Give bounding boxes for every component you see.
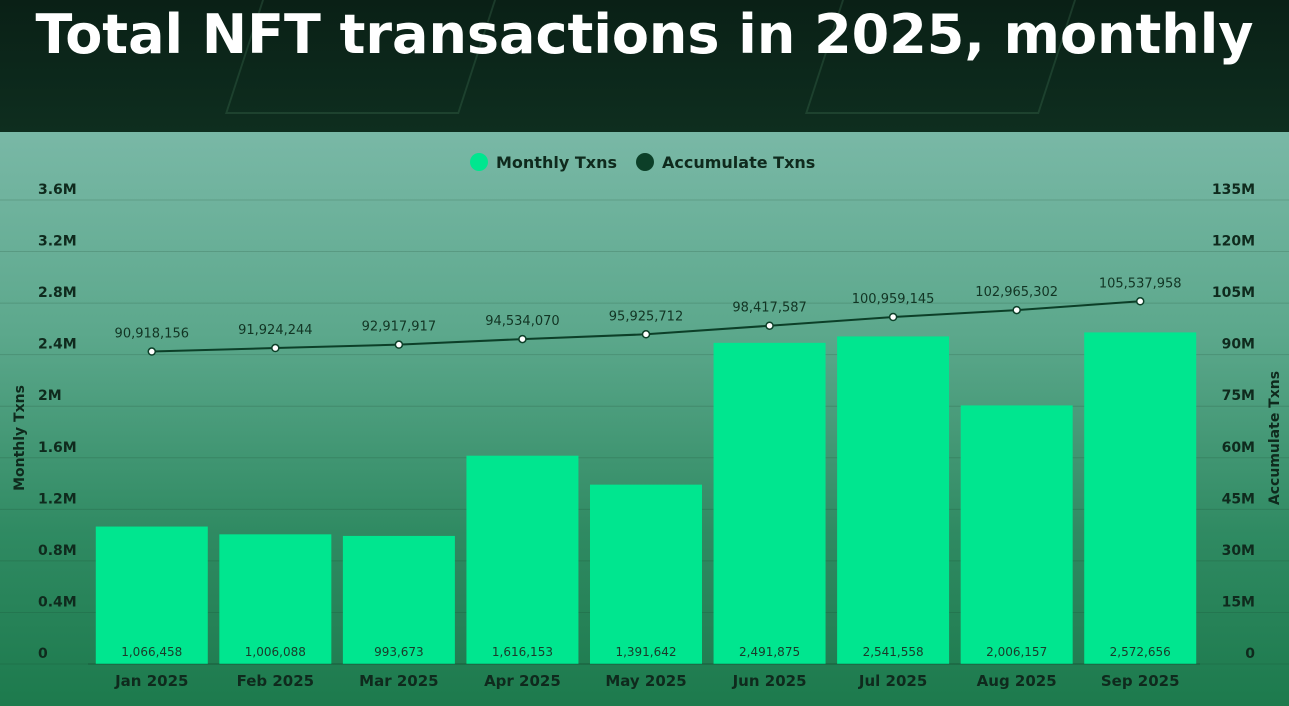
legend-marker-monthly — [470, 153, 488, 171]
line-point — [1135, 297, 1145, 306]
y-tick-right: 60M — [1222, 440, 1255, 456]
y-tick-right: 105M — [1212, 285, 1255, 301]
bar-value-label: 993,673 — [374, 645, 424, 659]
bar — [342, 535, 455, 664]
x-tick-label: Mar 2025 — [359, 672, 438, 690]
y-tick-left: 1.6M — [38, 440, 77, 456]
legend-label-monthly: Monthly Txns — [496, 153, 617, 172]
y-tick-left: 0 — [38, 646, 48, 662]
line-series: 90,918,156 91,924,244 92,917,917 94,534,070… — [115, 276, 1182, 356]
bar — [713, 342, 826, 664]
x-tick-label: Sep 2025 — [1101, 672, 1180, 690]
bar — [219, 534, 332, 664]
line-value-label: 94,534,070 — [485, 314, 559, 329]
y-tick-right: 15M — [1222, 594, 1255, 610]
bar — [466, 455, 579, 664]
y-tick-right: 45M — [1222, 491, 1255, 507]
y-axis-title-left: Monthly Txns — [12, 385, 28, 491]
legend: Monthly Txns Accumulate Txns — [470, 153, 815, 172]
legend-marker-accumulate — [636, 153, 654, 171]
y-tick-right: 135M — [1212, 182, 1255, 198]
axes: 0 0 0.4M 15M 0.8M 30M 1.2M 45M 1.6M 60M 2M 75M 2.4M 9… — [12, 182, 1283, 690]
y-tick-left: 2M — [38, 388, 62, 404]
line-value-label: 100,959,145 — [852, 292, 935, 307]
y-tick-left: 0.4M — [38, 594, 77, 610]
bar — [837, 336, 950, 664]
line-value-label: 102,965,302 — [975, 285, 1058, 300]
bar — [590, 484, 702, 664]
x-tick-label: Feb 2025 — [237, 672, 315, 690]
line-value-label: 90,918,156 — [115, 327, 189, 342]
line-point — [765, 321, 774, 330]
bar-value-label: 2,006,157 — [986, 645, 1047, 659]
line-value-label: 95,925,712 — [609, 309, 683, 324]
x-tick-label: Jun 2025 — [732, 672, 807, 690]
x-tick-label: Apr 2025 — [484, 672, 561, 690]
y-tick-left: 2.4M — [38, 337, 77, 353]
y-tick-left: 2.8M — [38, 285, 77, 301]
bar-value-label: 2,491,875 — [739, 645, 800, 659]
line-point — [1012, 305, 1021, 315]
bar-value-label: 1,616,153 — [492, 645, 553, 659]
y-axis-title-right: Accumulate Txns — [1267, 371, 1283, 505]
bar — [960, 405, 1073, 664]
y-tick-left: 3.6M — [38, 182, 77, 198]
y-tick-right: 30M — [1222, 543, 1255, 559]
y-tick-left: 3.2M — [38, 234, 77, 250]
bar-value-label: 1,006,088 — [245, 645, 306, 659]
y-tick-right: 75M — [1222, 388, 1255, 404]
line-point — [888, 312, 898, 322]
nft-transactions-chart: 1,066,458 1,006,088 993,673 1,616,153 1,391,… — [0, 153, 1289, 690]
x-tick-label: Aug 2025 — [977, 672, 1057, 690]
line-value-label: 98,417,587 — [732, 301, 806, 316]
bar-value-label: 2,572,656 — [1110, 645, 1171, 659]
line-point — [641, 330, 651, 339]
y-tick-left: 1.2M — [38, 491, 77, 507]
page-title: Total NFT transactions in 2025, monthly — [35, 3, 1254, 66]
line-point — [271, 343, 280, 353]
line-value-label: 105,537,958 — [1099, 276, 1182, 291]
y-tick-right: 90M — [1222, 337, 1255, 353]
x-tick-label: May 2025 — [605, 672, 686, 690]
bar-value-label: 2,541,558 — [863, 645, 924, 659]
x-tick-label: Jul 2025 — [858, 672, 927, 690]
line-point — [518, 334, 527, 344]
line-value-label: 92,917,917 — [362, 320, 436, 335]
line-value-label: 91,924,244 — [238, 323, 312, 338]
bar — [1084, 332, 1197, 664]
y-tick-right: 0 — [1245, 646, 1255, 662]
legend-label-accumulate: Accumulate Txns — [662, 153, 815, 172]
y-tick-left: 0.8M — [38, 543, 77, 559]
line-point — [147, 347, 157, 356]
bar-series: 1,066,458 1,006,088 993,673 1,616,153 1,391,… — [95, 332, 1197, 664]
bar — [95, 526, 208, 664]
header: Total NFT transactions in 2025, monthly — [0, 0, 1289, 132]
y-tick-right: 120M — [1212, 234, 1255, 250]
line-point — [394, 340, 404, 349]
bar-value-label: 1,391,642 — [615, 645, 676, 659]
bar-value-label: 1,066,458 — [121, 645, 182, 659]
x-tick-label: Jan 2025 — [114, 672, 188, 690]
